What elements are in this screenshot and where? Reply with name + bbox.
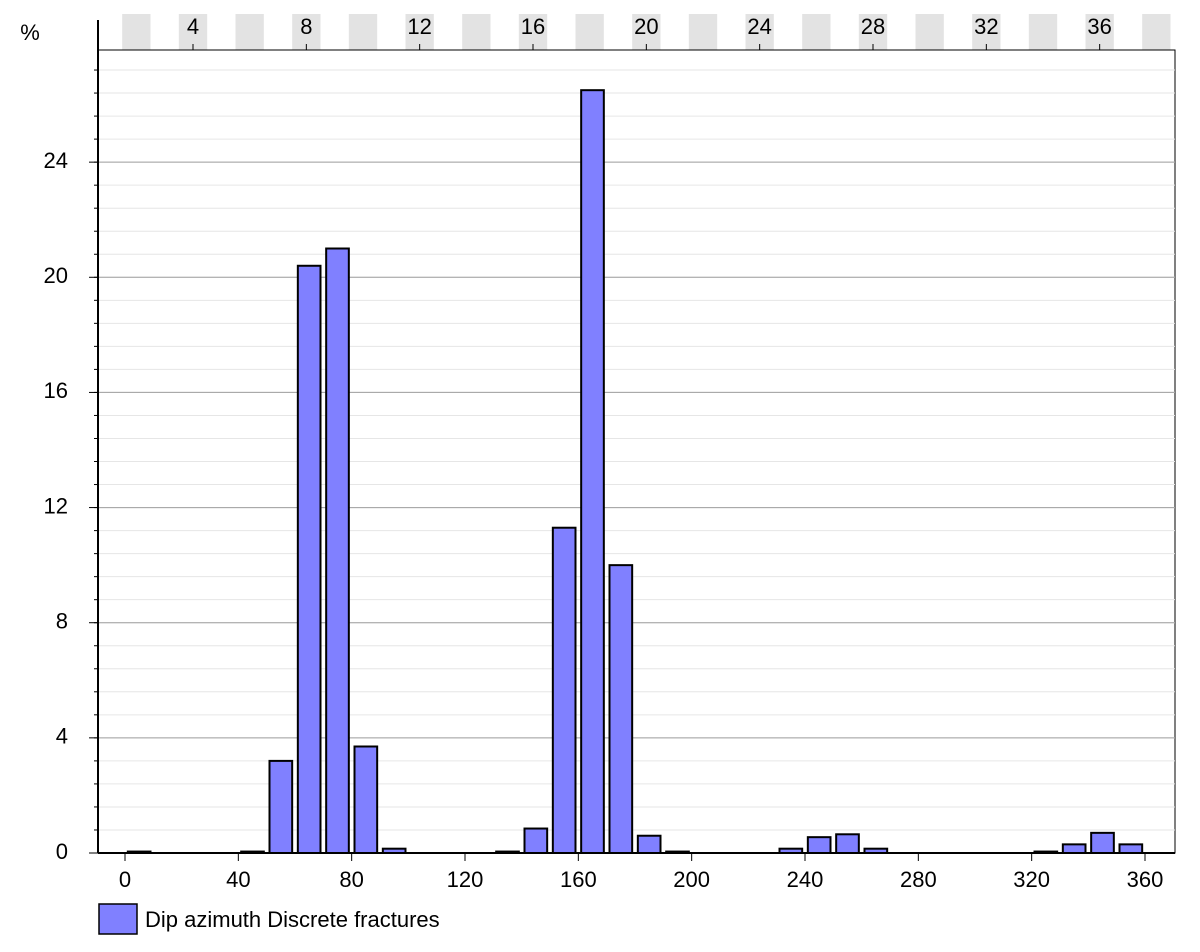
x2-tick-label: 32	[974, 14, 998, 39]
bar	[353, 745, 379, 854]
x-tick-label: 120	[447, 867, 484, 892]
x2-tick-label: 12	[407, 14, 431, 39]
y-tick-label: 8	[56, 609, 68, 634]
top-band-strip	[462, 14, 491, 50]
bar	[296, 264, 322, 854]
x-tick-label: 360	[1127, 867, 1164, 892]
bar	[608, 564, 634, 855]
x-tick-label: 80	[339, 867, 363, 892]
y-tick-label: 24	[44, 148, 68, 173]
bar	[325, 247, 350, 854]
x-tick-label: 280	[900, 867, 937, 892]
x2-tick-label: 8	[300, 14, 312, 39]
x2-tick-label: 20	[634, 14, 658, 39]
bar	[636, 834, 662, 855]
bar	[806, 836, 832, 854]
top-band-strip	[1142, 14, 1171, 50]
bar	[268, 759, 294, 855]
x2-tick-label: 16	[521, 14, 545, 39]
x-tick-label: 200	[673, 867, 710, 892]
top-band-strip	[235, 14, 264, 50]
top-band-strip	[1028, 14, 1058, 50]
bar	[1061, 843, 1087, 854]
top-band-strip	[915, 14, 944, 50]
legend-label: Dip azimuth Discrete fractures	[145, 907, 440, 932]
bar	[1118, 843, 1144, 854]
x2-tick-label: 4	[187, 14, 199, 39]
y-tick-label: 12	[44, 493, 68, 518]
plot-area	[97, 49, 1176, 854]
bar	[835, 833, 860, 855]
y-axis-label: %	[20, 20, 40, 45]
x-tick-label: 160	[560, 867, 597, 892]
x-tick-label: 240	[787, 867, 824, 892]
legend-swatch	[98, 903, 138, 935]
y-tick-label: 20	[44, 263, 68, 288]
x2-tick-label: 36	[1087, 14, 1111, 39]
bar	[1090, 831, 1115, 854]
x-tick-label: 320	[1013, 867, 1050, 892]
y-tick-label: 0	[56, 839, 68, 864]
top-band-strip	[348, 14, 378, 50]
bar	[551, 526, 577, 854]
bar	[580, 89, 605, 854]
top-band-strip	[122, 14, 151, 50]
top-band-strip	[688, 14, 718, 50]
top-band-strip	[575, 14, 604, 50]
y-tick-label: 16	[44, 378, 68, 403]
x2-tick-label: 24	[747, 14, 771, 39]
x2-tick-label: 28	[861, 14, 885, 39]
x-tick-label: 40	[226, 867, 250, 892]
y-tick-label: 4	[56, 724, 68, 749]
top-band-strip	[802, 14, 831, 50]
x-tick-label: 0	[119, 867, 131, 892]
bar	[523, 827, 549, 855]
